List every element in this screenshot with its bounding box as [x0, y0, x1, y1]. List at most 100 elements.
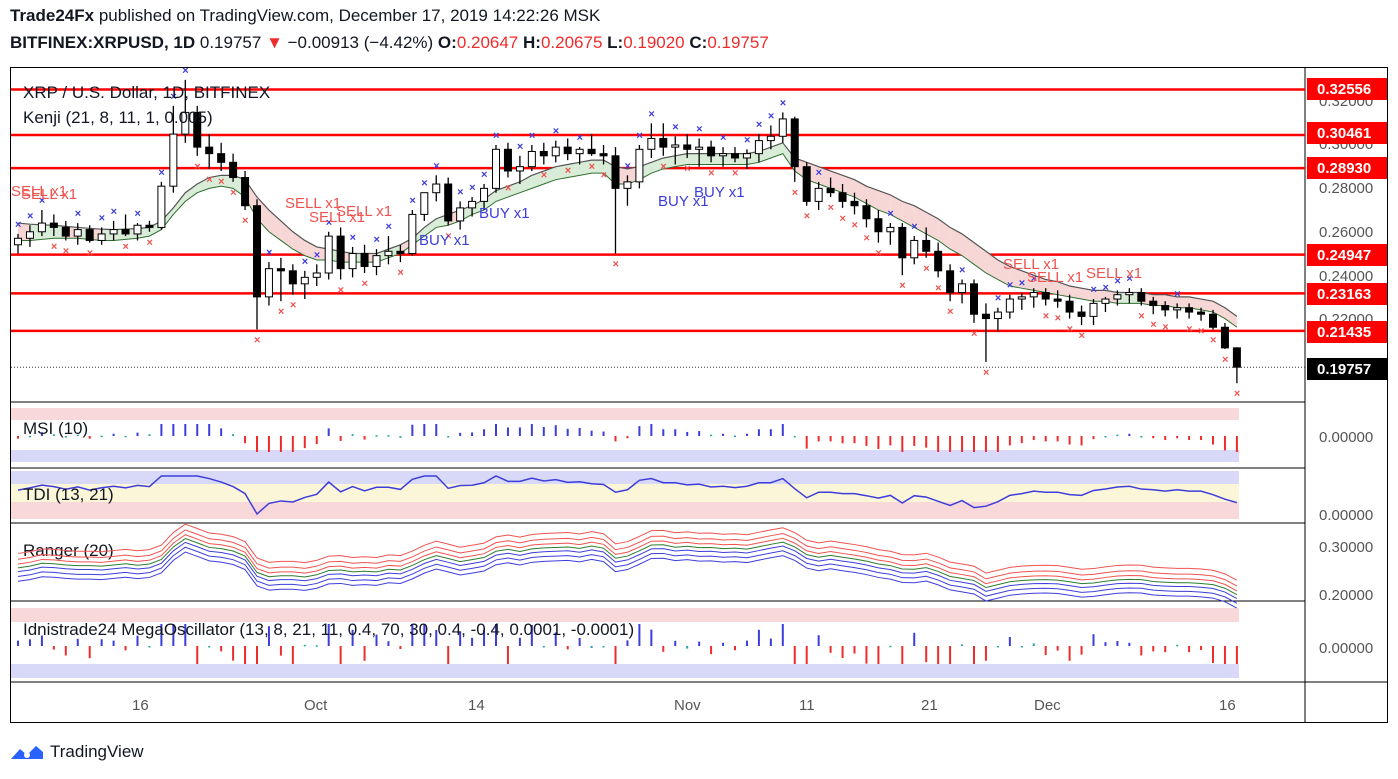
sell-marker: ×: [1210, 334, 1216, 346]
msi-bar: [745, 433, 748, 436]
candle-body: [205, 146, 214, 155]
candle-body: [73, 229, 82, 237]
candle-body: [1065, 300, 1074, 313]
buy-marker: ×: [636, 130, 642, 142]
tdi-label: TDI (13, 21): [23, 485, 114, 504]
cloud-segment: [962, 233, 974, 265]
buy-marker: ×: [158, 167, 164, 179]
buy-marker: ×: [1114, 275, 1120, 287]
candle-body: [587, 148, 596, 155]
candle-body: [1005, 298, 1014, 313]
mega-bar: [28, 639, 31, 646]
msi-bar: [614, 436, 617, 442]
cloud-segment: [663, 155, 676, 169]
buy-marker: ×: [457, 186, 463, 198]
msi-bar: [674, 429, 677, 436]
candle-body: [551, 146, 560, 157]
msi-bar: [1092, 436, 1095, 440]
candle-body: [145, 224, 154, 228]
ranger-tick: 0.30000: [1319, 539, 1373, 556]
sell-marker: ×: [935, 282, 941, 294]
candle-body: [456, 207, 465, 222]
msi-bar: [554, 425, 557, 436]
candle-body: [312, 272, 321, 278]
candle-body: [229, 161, 238, 179]
buy-marker: ×: [887, 208, 893, 220]
sell-marker: ×: [1138, 311, 1144, 323]
buy-signal-label: BUY x1: [419, 232, 470, 249]
buy-marker: ×: [170, 91, 176, 103]
chart-frame[interactable]: × × × × × × × × × × × × × × × × × × × × × × × × × × × × × × × × × × × × × × × ×…: [10, 65, 1388, 723]
ranger-tick: 0.20000: [1319, 587, 1373, 604]
buy-marker: ×: [350, 232, 356, 244]
mega-bar: [1128, 642, 1131, 646]
mega-bar: [411, 624, 414, 646]
candle-body: [1101, 298, 1110, 304]
sell-marker: ×: [1162, 321, 1168, 333]
buy-marker: ×: [99, 212, 105, 224]
cloud-segment: [268, 210, 281, 241]
level-tag: 0.24947: [1317, 247, 1371, 264]
mega-bar: [1092, 634, 1095, 646]
mega-bar: [698, 641, 701, 646]
mega-bar: [363, 646, 366, 661]
candle-body: [157, 185, 166, 228]
cloud-segment: [292, 231, 305, 256]
msi-bar: [267, 436, 270, 452]
candle-body: [719, 153, 728, 157]
candle-body: [37, 222, 46, 233]
candle-body: [527, 150, 536, 168]
candle-body: [14, 237, 22, 246]
msi-bar: [40, 432, 43, 436]
ranger-band-line: [17, 538, 1238, 596]
sell-marker: ×: [218, 176, 224, 188]
published-text: published on TradingView.com, December 1…: [98, 6, 601, 25]
msi-bar: [996, 436, 999, 452]
mega-bar: [232, 646, 235, 661]
candle-body: [1232, 347, 1241, 368]
msi-bar: [1044, 436, 1047, 442]
mega-bar: [196, 646, 199, 664]
msi-bar: [1032, 436, 1035, 441]
candle-body: [599, 153, 608, 157]
mega-bar: [1140, 646, 1143, 656]
buy-marker: ×: [39, 195, 45, 207]
mega-bar: [471, 637, 474, 646]
msi-bar: [1056, 436, 1059, 442]
chart-svg[interactable]: × × × × × × × × × × × × × × × × × × × × × × × × × × × × × × × × × × × × × × × ×…: [11, 65, 1387, 722]
tdi-tick: 0.00000: [1319, 507, 1373, 524]
candle-body: [396, 250, 405, 254]
mega-bar: [901, 646, 904, 664]
mega-bar: [279, 646, 282, 656]
msi-bar: [506, 427, 509, 436]
mega-bar: [267, 626, 270, 646]
candle-body: [217, 153, 226, 163]
msi-bar: [220, 428, 223, 436]
level-tag: 0.32556: [1317, 81, 1371, 98]
cloud-segment: [914, 205, 927, 234]
buy-marker: ×: [15, 219, 21, 231]
cloud-segment: [221, 175, 234, 189]
buy-marker: ×: [1126, 273, 1132, 285]
mega-bar: [315, 645, 318, 647]
tdi-line: [17, 475, 1238, 516]
msi-bar: [256, 436, 258, 452]
cloud-segment: [591, 160, 604, 174]
candle-body: [647, 137, 656, 150]
sell-marker: ×: [1186, 324, 1192, 336]
candle-body: [1029, 292, 1038, 298]
mega-bar: [291, 646, 294, 664]
msi-lower-band: [11, 450, 1239, 462]
msi-bar: [100, 435, 103, 438]
sell-marker: ×: [660, 161, 666, 173]
mega-bar: [1200, 646, 1203, 650]
cloud-segment: [699, 153, 712, 165]
candle-body: [1161, 305, 1170, 311]
buy-marker: ×: [577, 132, 583, 144]
mega-bar: [973, 646, 975, 664]
time-tick: 11: [799, 697, 815, 714]
buy-marker: ×: [469, 182, 475, 194]
mega-bar: [781, 624, 784, 646]
cloud-segment: [854, 179, 867, 204]
candle-body: [1017, 296, 1026, 300]
